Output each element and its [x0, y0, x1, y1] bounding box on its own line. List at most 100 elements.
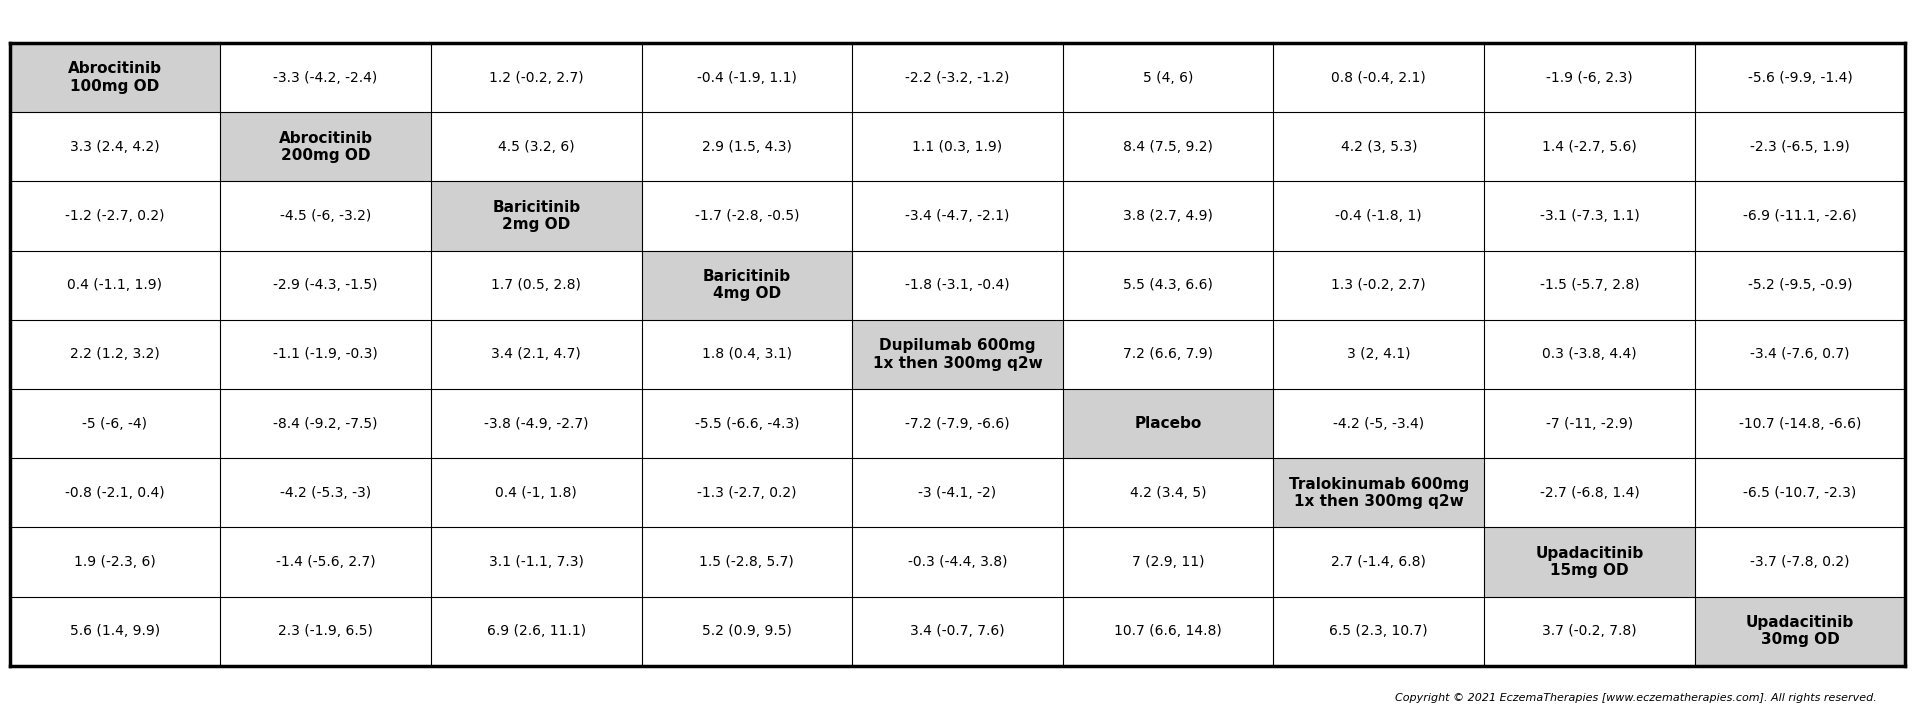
Bar [1273, 389, 1483, 458]
Text: -0.8 (-2.1, 0.4): -0.8 (-2.1, 0.4) [65, 486, 165, 500]
Text: 1.4 (-2.7, 5.6): 1.4 (-2.7, 5.6) [1541, 140, 1636, 154]
Text: Upadacitinib
30mg OD: Upadacitinib 30mg OD [1746, 615, 1853, 647]
Bar [1273, 458, 1483, 528]
Text: -1.8 (-3.1, -0.4): -1.8 (-3.1, -0.4) [905, 279, 1009, 292]
Text: -6.5 (-10.7, -2.3): -6.5 (-10.7, -2.3) [1742, 486, 1857, 500]
Text: 1.8 (0.4, 3.1): 1.8 (0.4, 3.1) [702, 347, 790, 362]
Text: 0.3 (-3.8, 4.4): 0.3 (-3.8, 4.4) [1541, 347, 1636, 362]
Bar [1273, 596, 1483, 666]
Text: 1.9 (-2.3, 6): 1.9 (-2.3, 6) [75, 555, 155, 569]
Bar [852, 458, 1062, 528]
Bar [1062, 112, 1273, 181]
Bar [852, 181, 1062, 251]
Text: 3.4 (2.1, 4.7): 3.4 (2.1, 4.7) [492, 347, 580, 362]
Text: 5 (4, 6): 5 (4, 6) [1143, 71, 1192, 84]
Text: 2.9 (1.5, 4.3): 2.9 (1.5, 4.3) [702, 140, 790, 154]
Bar [431, 43, 641, 112]
Bar [1483, 43, 1694, 112]
Text: 1.3 (-0.2, 2.7): 1.3 (-0.2, 2.7) [1330, 279, 1426, 292]
Text: -7.2 (-7.9, -6.6): -7.2 (-7.9, -6.6) [905, 417, 1009, 430]
Bar [220, 320, 431, 389]
Bar [1694, 112, 1904, 181]
Bar [1273, 112, 1483, 181]
Text: 3 (2, 4.1): 3 (2, 4.1) [1346, 347, 1411, 362]
Bar [641, 251, 852, 320]
Bar [1273, 320, 1483, 389]
Bar [1062, 458, 1273, 528]
Bar [220, 458, 431, 528]
Text: 0.4 (-1, 1.8): 0.4 (-1, 1.8) [496, 486, 576, 500]
Text: 3.8 (2.7, 4.9): 3.8 (2.7, 4.9) [1124, 209, 1212, 223]
Bar [10, 320, 220, 389]
Bar [1273, 43, 1483, 112]
Bar [852, 251, 1062, 320]
Text: -4.5 (-6, -3.2): -4.5 (-6, -3.2) [279, 209, 371, 223]
Bar [641, 181, 852, 251]
Text: -1.2 (-2.7, 0.2): -1.2 (-2.7, 0.2) [65, 209, 165, 223]
Text: -0.3 (-4.4, 3.8): -0.3 (-4.4, 3.8) [907, 555, 1007, 569]
Text: -10.7 (-14.8, -6.6): -10.7 (-14.8, -6.6) [1738, 417, 1860, 430]
Bar [641, 389, 852, 458]
Bar [1062, 181, 1273, 251]
Text: 1.5 (-2.8, 5.7): 1.5 (-2.8, 5.7) [699, 555, 794, 569]
Bar [1694, 251, 1904, 320]
Bar [220, 528, 431, 596]
Bar [431, 181, 641, 251]
Text: 2.2 (1.2, 3.2): 2.2 (1.2, 3.2) [71, 347, 159, 362]
Bar [641, 320, 852, 389]
Text: 5.6 (1.4, 9.9): 5.6 (1.4, 9.9) [69, 624, 161, 638]
Text: -3.3 (-4.2, -2.4): -3.3 (-4.2, -2.4) [274, 71, 377, 84]
Text: -3.7 (-7.8, 0.2): -3.7 (-7.8, 0.2) [1749, 555, 1849, 569]
Text: -4.2 (-5.3, -3): -4.2 (-5.3, -3) [279, 486, 371, 500]
Text: 4.2 (3.4, 5): 4.2 (3.4, 5) [1129, 486, 1206, 500]
Bar [1062, 320, 1273, 389]
Text: -1.4 (-5.6, 2.7): -1.4 (-5.6, 2.7) [276, 555, 375, 569]
Bar [852, 389, 1062, 458]
Bar [220, 251, 431, 320]
Bar [641, 596, 852, 666]
Bar [220, 181, 431, 251]
Text: 4.5 (3.2, 6): 4.5 (3.2, 6) [498, 140, 574, 154]
Bar [641, 528, 852, 596]
Text: -5.2 (-9.5, -0.9): -5.2 (-9.5, -0.9) [1747, 279, 1851, 292]
Text: -8.4 (-9.2, -7.5): -8.4 (-9.2, -7.5) [274, 417, 377, 430]
Bar [852, 528, 1062, 596]
Bar [10, 43, 220, 112]
Text: Placebo: Placebo [1133, 416, 1202, 431]
Text: -3.4 (-7.6, 0.7): -3.4 (-7.6, 0.7) [1749, 347, 1849, 362]
Bar [10, 458, 220, 528]
Text: 6.9 (2.6, 11.1): 6.9 (2.6, 11.1) [486, 624, 586, 638]
Bar [431, 458, 641, 528]
Text: -5.5 (-6.6, -4.3): -5.5 (-6.6, -4.3) [695, 417, 798, 430]
Text: 0.8 (-0.4, 2.1): 0.8 (-0.4, 2.1) [1330, 71, 1426, 84]
Text: 6.5 (2.3, 10.7): 6.5 (2.3, 10.7) [1328, 624, 1428, 638]
Bar [641, 43, 852, 112]
Text: 1.1 (0.3, 1.9): 1.1 (0.3, 1.9) [911, 140, 1003, 154]
Bar [1483, 112, 1694, 181]
Text: 1.7 (0.5, 2.8): 1.7 (0.5, 2.8) [492, 279, 580, 292]
Text: -1.3 (-2.7, 0.2): -1.3 (-2.7, 0.2) [697, 486, 796, 500]
Bar [431, 320, 641, 389]
Text: -1.5 (-5.7, 2.8): -1.5 (-5.7, 2.8) [1539, 279, 1638, 292]
Bar [1694, 389, 1904, 458]
Bar [1483, 596, 1694, 666]
Text: -2.3 (-6.5, 1.9): -2.3 (-6.5, 1.9) [1749, 140, 1849, 154]
Bar [220, 596, 431, 666]
Bar [1483, 251, 1694, 320]
Bar [1694, 458, 1904, 528]
Bar [1062, 43, 1273, 112]
Text: 3.1 (-1.1, 7.3): 3.1 (-1.1, 7.3) [488, 555, 584, 569]
Text: -3.4 (-4.7, -2.1): -3.4 (-4.7, -2.1) [905, 209, 1009, 223]
Text: -3.8 (-4.9, -2.7): -3.8 (-4.9, -2.7) [484, 417, 588, 430]
Text: Baricitinib
2mg OD: Baricitinib 2mg OD [492, 200, 580, 232]
Text: -6.9 (-11.1, -2.6): -6.9 (-11.1, -2.6) [1742, 209, 1857, 223]
Text: -4.2 (-5, -3.4): -4.2 (-5, -3.4) [1332, 417, 1424, 430]
Text: -7 (-11, -2.9): -7 (-11, -2.9) [1545, 417, 1633, 430]
Bar [641, 112, 852, 181]
Text: -0.4 (-1.9, 1.1): -0.4 (-1.9, 1.1) [697, 71, 796, 84]
Text: 4.2 (3, 5.3): 4.2 (3, 5.3) [1340, 140, 1416, 154]
Bar [1694, 43, 1904, 112]
Bar [1483, 320, 1694, 389]
Text: -3 (-4.1, -2): -3 (-4.1, -2) [919, 486, 995, 500]
Bar [431, 596, 641, 666]
